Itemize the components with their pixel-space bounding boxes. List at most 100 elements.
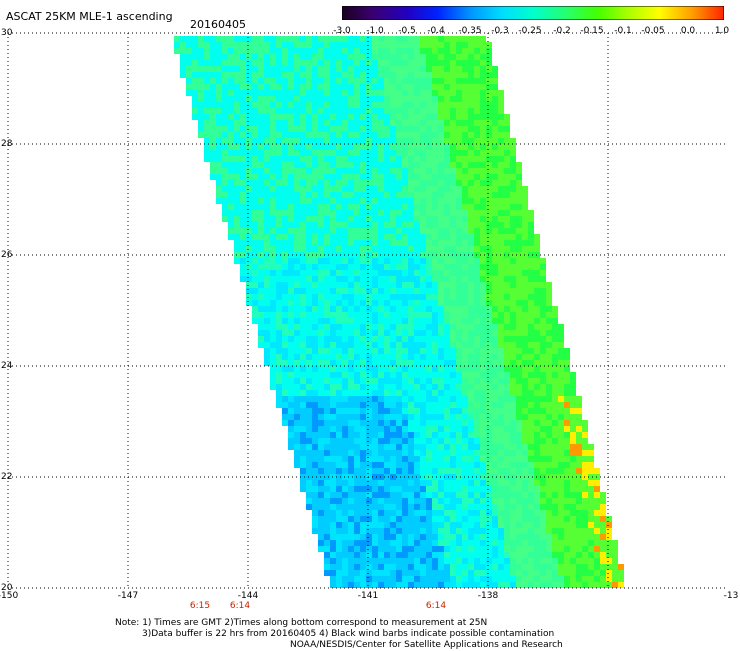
swath-cell — [222, 66, 228, 72]
swath-cell — [372, 54, 378, 60]
swath-cell — [246, 114, 252, 120]
swath-cell — [282, 144, 288, 150]
swath-cell — [186, 42, 192, 48]
swath-cell — [348, 78, 354, 84]
swath-cell — [174, 48, 180, 54]
swath-cell — [570, 408, 576, 414]
swath-cell — [282, 354, 288, 360]
swath-cell — [528, 288, 534, 294]
swath-cell — [396, 318, 402, 324]
swath-cell — [396, 516, 402, 522]
swath-cell — [426, 84, 432, 90]
swath-cell — [432, 372, 438, 378]
swath-cell — [378, 138, 384, 144]
swath-cell — [336, 450, 342, 456]
swath-cell — [588, 492, 594, 498]
swath-cell — [408, 96, 414, 102]
swath-cell — [498, 192, 504, 198]
swath-cell — [498, 426, 504, 432]
swath-cell — [342, 48, 348, 54]
swath-cell — [534, 348, 540, 354]
swath-cell — [492, 540, 498, 546]
swath-cell — [474, 276, 480, 282]
swath-cell — [384, 156, 390, 162]
swath-cell — [306, 48, 312, 54]
swath-cell — [336, 522, 342, 528]
swath-cell — [516, 492, 522, 498]
swath-cell — [246, 246, 252, 252]
swath-cell — [582, 564, 588, 570]
swath-cell — [390, 516, 396, 522]
swath-cell — [348, 570, 354, 576]
swath-cell — [492, 66, 498, 72]
swath-cell — [324, 180, 330, 186]
swath-cell — [498, 312, 504, 318]
swath-cell — [540, 462, 546, 468]
swath-cell — [246, 270, 252, 276]
swath-cell — [546, 510, 552, 516]
swath-cell — [414, 54, 420, 60]
swath-cell — [402, 366, 408, 372]
swath-cell — [246, 240, 252, 246]
swath-cell — [384, 324, 390, 330]
swath-cell — [282, 168, 288, 174]
swath-cell — [240, 90, 246, 96]
swath-cell — [402, 468, 408, 474]
swath-cell — [408, 42, 414, 48]
swath-cell — [522, 408, 528, 414]
swath-cell — [546, 516, 552, 522]
swath-cell — [468, 234, 474, 240]
swath-cell — [276, 270, 282, 276]
swath-cell — [438, 144, 444, 150]
swath-cell — [348, 408, 354, 414]
swath-cell — [432, 348, 438, 354]
swath-cell — [450, 372, 456, 378]
swath-cell — [372, 510, 378, 516]
swath-cell — [558, 420, 564, 426]
swath-cell — [480, 144, 486, 150]
swath-cell — [582, 456, 588, 462]
swath-cell — [330, 96, 336, 102]
swath-cell — [588, 504, 594, 510]
swath-cell — [504, 582, 510, 588]
swath-cell — [414, 480, 420, 486]
swath-cell — [192, 42, 198, 48]
swath-cell — [426, 114, 432, 120]
swath-cell — [612, 552, 618, 558]
swath-cell — [294, 342, 300, 348]
swath-cell — [582, 486, 588, 492]
swath-cell — [510, 534, 516, 540]
swath-cell — [456, 546, 462, 552]
swath-cell — [420, 492, 426, 498]
swath-cell — [336, 486, 342, 492]
swath-cell — [456, 396, 462, 402]
swath-cell — [378, 246, 384, 252]
swath-cell — [396, 186, 402, 192]
swath-cell — [324, 114, 330, 120]
swath-cell — [294, 222, 300, 228]
swath-cell — [432, 48, 438, 54]
swath-cell — [366, 432, 372, 438]
swath-cell — [444, 84, 450, 90]
swath-cell — [324, 534, 330, 540]
swath-cell — [492, 156, 498, 162]
swath-cell — [426, 462, 432, 468]
swath-cell — [480, 48, 486, 54]
swath-cell — [480, 306, 486, 312]
swath-cell — [282, 72, 288, 78]
swath-cell — [402, 450, 408, 456]
swath-cell — [330, 348, 336, 354]
swath-cell — [582, 450, 588, 456]
swath-cell — [426, 324, 432, 330]
swath-cell — [360, 522, 366, 528]
swath-cell — [492, 564, 498, 570]
swath-cell — [456, 528, 462, 534]
swath-cell — [474, 192, 480, 198]
swath-cell — [270, 216, 276, 222]
swath-cell — [366, 312, 372, 318]
swath-cell — [246, 150, 252, 156]
swath-cell — [198, 90, 204, 96]
swath-cell — [408, 462, 414, 468]
swath-cell — [246, 222, 252, 228]
swath-cell — [414, 528, 420, 534]
